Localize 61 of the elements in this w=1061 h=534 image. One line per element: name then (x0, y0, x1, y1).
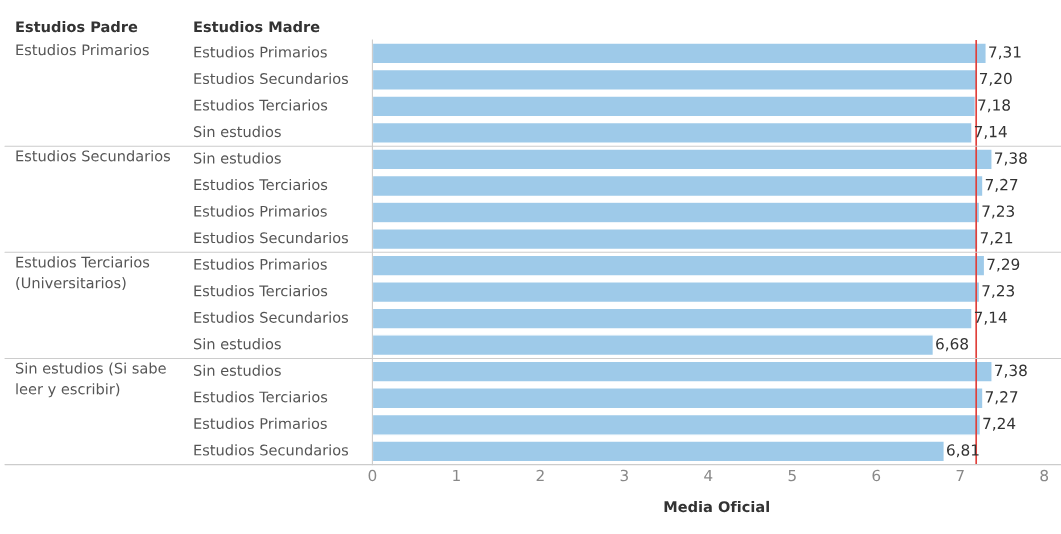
text: Estudios Padre (16, 20, 138, 33)
y-tick-label: Sin estudios (193, 338, 281, 350)
y-tick-label: Estudios Secundarios (194, 72, 349, 85)
bar (372, 228, 979, 251)
y-tick-label: Estudios Terciarios (194, 391, 328, 403)
bar (372, 254, 986, 277)
bar (372, 281, 981, 304)
text: Estudios Secundarios (16, 150, 171, 162)
data-label: 7,31 (989, 46, 1021, 60)
x-axis-title: Media Oficial (664, 500, 769, 513)
y-tick-label: Estudios Primarios (194, 46, 327, 58)
bar (372, 68, 978, 91)
x-tick-label: 2 (536, 469, 544, 482)
y-tick-label: Estudios Secundarios (194, 444, 349, 456)
bar (372, 334, 935, 357)
bar (372, 440, 945, 463)
y-tick-label: Estudios Terciarios (194, 99, 328, 111)
text: Sin estudios (Si sabe leer y escribir) (15, 362, 166, 398)
bar (372, 42, 987, 65)
data-label: 7,27 (985, 391, 1018, 405)
data-label: 6,68 (936, 338, 969, 352)
y-tick-label: Sin estudios (193, 364, 281, 376)
bar (372, 148, 993, 171)
text: Estudios Primarios (16, 44, 149, 56)
x-tick-label: 1 (453, 469, 460, 482)
data-label: 7,23 (982, 284, 1015, 299)
y-tick-label: Sin estudios (193, 152, 281, 164)
x-tick-label: 6 (872, 469, 881, 482)
y-tick-label: Estudios Primarios (194, 205, 327, 217)
bar (372, 360, 993, 383)
bar (372, 121, 973, 144)
y-tick-label: Estudios Primarios (194, 258, 327, 270)
x-tick-label: 5 (788, 469, 796, 482)
data-label: 7,21 (980, 231, 1013, 246)
data-label: 7,24 (983, 417, 1016, 431)
data-label: 7,18 (978, 99, 1010, 113)
x-tick-label: 4 (704, 469, 713, 482)
bar (372, 95, 977, 118)
data-label: 7,29 (987, 258, 1020, 272)
data-label: 7,27 (985, 178, 1018, 192)
y-tick-label: Estudios Secundarios (194, 311, 349, 323)
y-tick-label: Estudios Terciarios (194, 178, 328, 191)
x-tick-label: 0 (368, 469, 377, 482)
x-tick-label: 7 (956, 469, 964, 482)
data-label: 7,23 (982, 205, 1015, 219)
data-label: 7,20 (979, 72, 1012, 86)
bar (372, 387, 984, 410)
y-tick-label: Estudios Primarios (194, 417, 327, 430)
bar (372, 307, 973, 330)
x-tick-label: 8 (1040, 469, 1049, 482)
bar (372, 174, 984, 198)
x-tick-label: 3 (620, 469, 628, 482)
bar (372, 201, 981, 224)
y-axis-title: Estudios Madre (194, 20, 320, 33)
y-tick-label: Sin estudios (193, 125, 281, 138)
data-label: 7,38 (995, 152, 1027, 166)
text: Estudios Terciarios (Universitarios) (16, 256, 150, 291)
y-tick-label: Estudios Terciarios (194, 285, 328, 297)
y-tick-label: Estudios Secundarios (194, 231, 349, 244)
bar (372, 413, 982, 436)
data-label: 7,38 (995, 364, 1027, 378)
